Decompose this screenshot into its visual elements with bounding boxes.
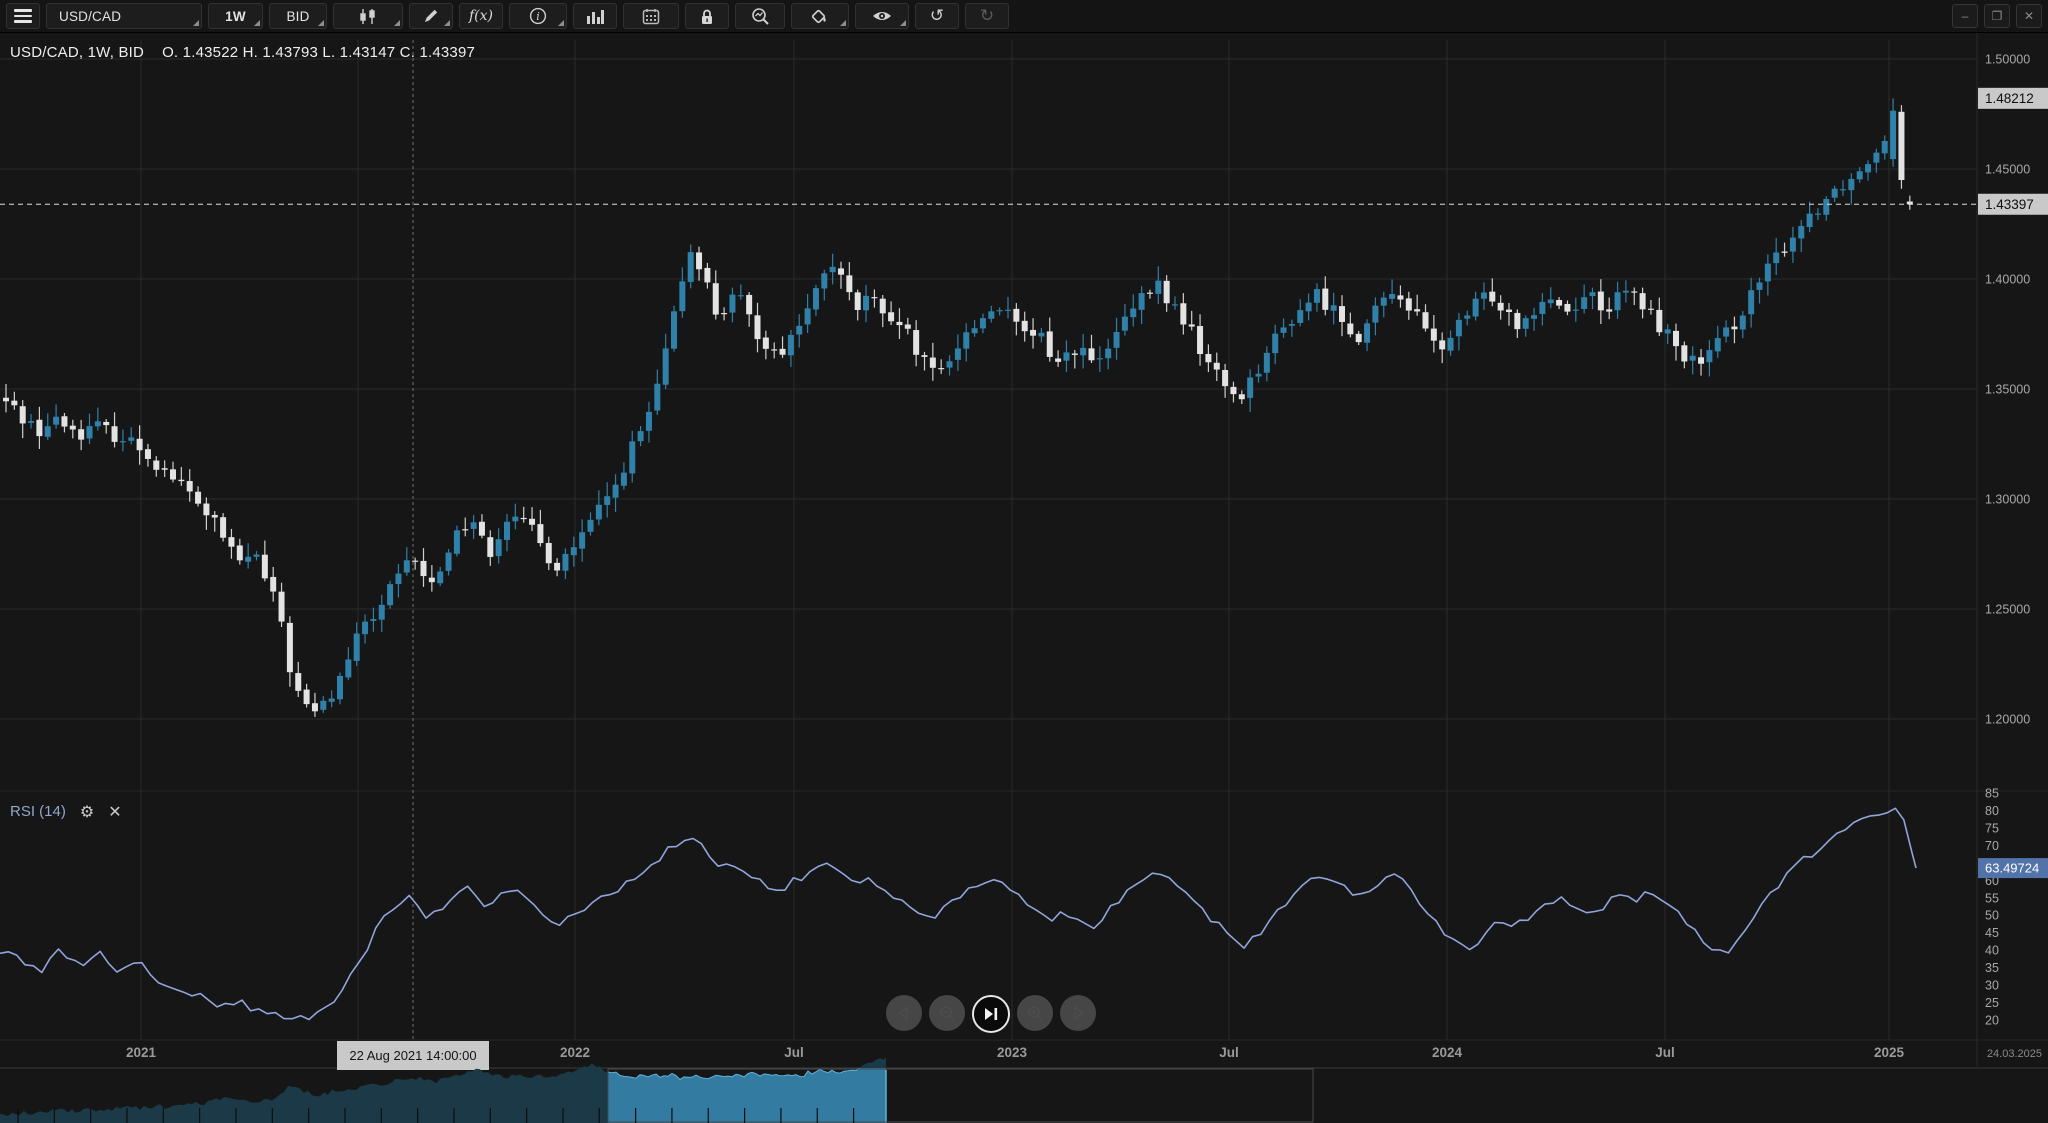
step-forward-button[interactable] bbox=[1060, 995, 1096, 1031]
toolbar: USD/CAD 1W BID f(x) bbox=[0, 0, 2048, 33]
svg-text:55: 55 bbox=[1985, 891, 1999, 905]
svg-text:1.48212: 1.48212 bbox=[1985, 91, 2034, 106]
close-button[interactable]: ✕ bbox=[2016, 4, 2042, 28]
visibility-button[interactable] bbox=[855, 3, 909, 29]
svg-text:70: 70 bbox=[1985, 839, 1999, 853]
svg-text:75: 75 bbox=[1985, 821, 1999, 835]
svg-text:35: 35 bbox=[1985, 961, 1999, 975]
svg-text:22 Aug 2021 14:00:00: 22 Aug 2021 14:00:00 bbox=[349, 1048, 476, 1063]
svg-text:Jul: Jul bbox=[1219, 1045, 1239, 1060]
restore-button[interactable]: ❐ bbox=[1984, 4, 2010, 28]
navigator-scrollbar[interactable] bbox=[0, 1068, 2048, 1123]
svg-text:2024: 2024 bbox=[1432, 1045, 1463, 1060]
svg-text:i: i bbox=[536, 10, 540, 23]
svg-text:1.45000: 1.45000 bbox=[1985, 163, 2030, 177]
svg-text:24.03.2025: 24.03.2025 bbox=[1987, 1048, 2042, 1060]
info-button[interactable]: i bbox=[509, 3, 567, 29]
ohlc-values: O. 1.43522 H. 1.43793 L. 1.43147 C. 1.43… bbox=[162, 44, 476, 61]
svg-text:2025: 2025 bbox=[1874, 1045, 1905, 1060]
svg-text:50: 50 bbox=[1985, 909, 1999, 923]
rsi-panel-header: RSI (14) ⚙ ✕ bbox=[10, 803, 122, 820]
svg-text:1.35000: 1.35000 bbox=[1985, 383, 2030, 397]
minimize-button[interactable]: – bbox=[1952, 4, 1978, 28]
bar-chart-icon bbox=[586, 8, 604, 24]
svg-text:20: 20 bbox=[1985, 1013, 1999, 1027]
playback-controls bbox=[886, 995, 1096, 1033]
zoom-in-button[interactable] bbox=[1017, 995, 1053, 1031]
svg-text:1.40000: 1.40000 bbox=[1985, 273, 2030, 287]
svg-text:25: 25 bbox=[1985, 996, 1999, 1010]
calendar-button[interactable] bbox=[623, 3, 679, 29]
period-label: 1W bbox=[225, 8, 246, 24]
price-axis[interactable] bbox=[1978, 33, 2048, 1040]
eye-icon bbox=[872, 9, 892, 23]
svg-text:2023: 2023 bbox=[997, 1045, 1028, 1060]
step-back-button[interactable] bbox=[886, 995, 922, 1031]
chart-legend: USD/CAD, 1W, BID O. 1.43522 H. 1.43793 L.… bbox=[10, 44, 475, 61]
lock-button[interactable] bbox=[685, 3, 729, 29]
undo-button[interactable]: ↺ bbox=[915, 3, 959, 29]
instrument-select[interactable]: USD/CAD bbox=[46, 3, 202, 29]
pencil-icon bbox=[423, 8, 439, 24]
svg-text:80: 80 bbox=[1985, 804, 1999, 818]
time-axis[interactable] bbox=[0, 1040, 1977, 1068]
zoom-mode-button[interactable] bbox=[735, 3, 785, 29]
rsi-settings-gear-icon[interactable]: ⚙ bbox=[79, 801, 95, 821]
period-select[interactable]: 1W bbox=[208, 3, 263, 29]
svg-text:2021: 2021 bbox=[126, 1045, 157, 1060]
svg-text:85: 85 bbox=[1985, 787, 1999, 801]
hamburger-icon bbox=[14, 9, 32, 23]
redo-icon: ↻ bbox=[979, 5, 995, 26]
svg-text:1.30000: 1.30000 bbox=[1985, 493, 2030, 507]
magnifier-chart-icon bbox=[751, 7, 770, 26]
chart-title: USD/CAD, 1W, BID bbox=[10, 44, 145, 61]
svg-text:1.50000: 1.50000 bbox=[1985, 53, 2030, 67]
svg-text:2022: 2022 bbox=[560, 1045, 590, 1060]
instrument-label: USD/CAD bbox=[59, 8, 122, 24]
draw-tools-button[interactable] bbox=[409, 3, 453, 29]
svg-text:1.25000: 1.25000 bbox=[1985, 603, 2030, 617]
svg-text:1.43397: 1.43397 bbox=[1985, 197, 2034, 212]
rsi-label: RSI (14) bbox=[10, 803, 66, 820]
side-select[interactable]: BID bbox=[269, 3, 327, 29]
window-controls: – ❐ ✕ bbox=[1952, 4, 2042, 28]
svg-text:45: 45 bbox=[1985, 926, 1999, 940]
skip-to-end-button[interactable] bbox=[972, 995, 1010, 1033]
svg-text:Jul: Jul bbox=[1655, 1045, 1675, 1060]
info-icon: i bbox=[529, 7, 547, 25]
appearance-button[interactable] bbox=[791, 3, 849, 29]
indicators-button[interactable]: f(x) bbox=[459, 3, 503, 29]
paint-bucket-icon bbox=[810, 8, 830, 25]
zoom-out-button[interactable] bbox=[929, 995, 965, 1031]
fx-icon: f(x) bbox=[468, 8, 493, 24]
menu-button[interactable] bbox=[6, 3, 40, 29]
lock-icon bbox=[699, 8, 715, 25]
rsi-close-icon[interactable]: ✕ bbox=[108, 801, 122, 821]
redo-button[interactable]: ↻ bbox=[965, 3, 1009, 29]
svg-text:30: 30 bbox=[1985, 979, 1999, 993]
svg-text:63.49724: 63.49724 bbox=[1985, 861, 2039, 876]
side-label: BID bbox=[286, 8, 310, 24]
calendar-icon bbox=[642, 8, 660, 25]
chart-type-button[interactable] bbox=[333, 3, 403, 29]
undo-icon: ↺ bbox=[929, 5, 945, 26]
svg-text:Jul: Jul bbox=[784, 1045, 804, 1060]
volume-button[interactable] bbox=[573, 3, 617, 29]
svg-text:1.20000: 1.20000 bbox=[1985, 713, 2030, 727]
svg-text:40: 40 bbox=[1985, 944, 1999, 958]
candlestick-chart-icon bbox=[357, 8, 379, 25]
